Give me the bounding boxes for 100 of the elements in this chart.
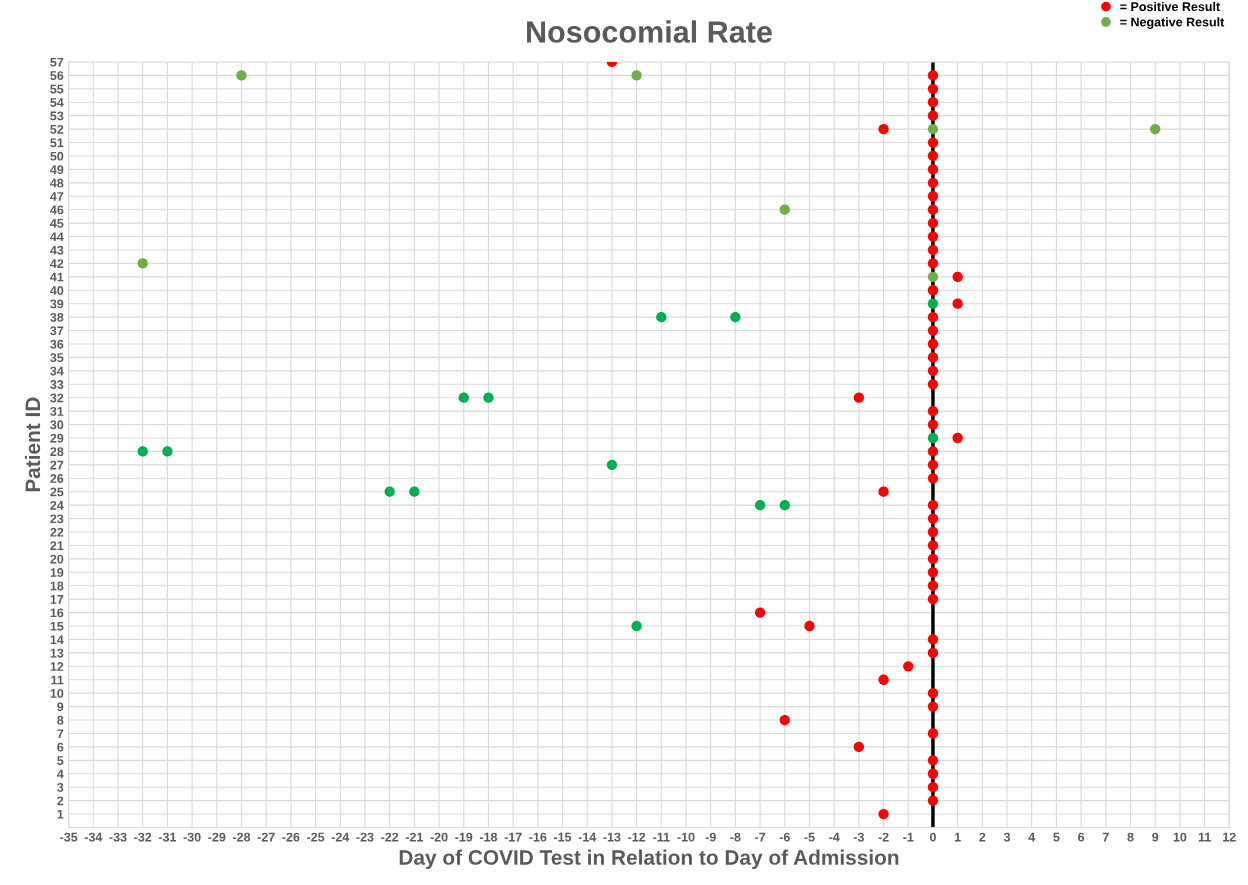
- y-tick-label: 18: [50, 581, 64, 591]
- x-tick-label: -9: [705, 832, 716, 842]
- point: [927, 271, 939, 282]
- x-tick-label: -20: [430, 832, 448, 842]
- chart-title: Nosocomial Rate: [527, 20, 772, 43]
- y-tick-label: 48: [50, 178, 64, 188]
- x-tick-label: 3: [1003, 832, 1011, 842]
- x-tick-label: 4: [1028, 832, 1036, 842]
- x-tick-label: -24: [331, 832, 350, 842]
- x-tick-label: -4: [829, 832, 840, 842]
- point: [927, 540, 939, 551]
- y-tick-label: 33: [50, 380, 64, 389]
- y-tick-label: 54: [50, 98, 64, 107]
- x-tick-label: -32: [134, 832, 152, 842]
- point: [927, 701, 939, 712]
- y-tick-label: 42: [50, 259, 64, 268]
- y-tick-label: 10: [50, 688, 64, 698]
- y-tick-label: 26: [50, 474, 64, 483]
- x-tick-label: 10: [1173, 832, 1187, 842]
- legend-label: = Positive Result: [1120, 1, 1220, 12]
- y-tick-label: 25: [50, 487, 64, 497]
- x-tick-label: -3: [853, 832, 864, 842]
- point: [804, 620, 815, 632]
- x-tick-label: -17: [504, 832, 522, 842]
- point: [927, 97, 939, 108]
- y-tick-label: 27: [50, 460, 64, 470]
- point: [927, 365, 939, 376]
- y-tick-label: 16: [50, 608, 64, 618]
- y-tick-label: 24: [50, 500, 64, 510]
- x-tick-label: -22: [381, 832, 399, 842]
- point: [927, 647, 939, 659]
- point: [927, 123, 939, 135]
- x-tick-label: 12: [1223, 832, 1236, 842]
- point: [927, 325, 939, 336]
- y-tick-label: 44: [50, 232, 64, 242]
- point: [927, 432, 939, 444]
- y-tick-label: 21: [50, 541, 64, 550]
- x-tick-label: 7: [1102, 832, 1109, 842]
- x-tick-label: -33: [109, 832, 127, 842]
- y-tick-label: 17: [50, 595, 64, 604]
- y-tick-label: 15: [50, 621, 64, 631]
- y-tick-label: 56: [50, 71, 64, 81]
- y-tick-label: 4: [57, 769, 64, 779]
- x-tick-label: -12: [628, 832, 646, 842]
- y-tick-label: 5: [57, 756, 64, 765]
- x-tick-label: -5: [804, 832, 815, 842]
- x-tick-label: -19: [455, 832, 473, 842]
- point: [236, 70, 247, 81]
- point: [927, 513, 939, 524]
- legend-label: = Negative Result: [1120, 17, 1225, 29]
- y-tick-label: 46: [50, 205, 64, 215]
- point: [137, 446, 148, 457]
- y-tick-label: 22: [50, 527, 64, 537]
- x-tick-label: 1: [954, 832, 961, 842]
- point: [927, 191, 939, 202]
- x-tick-label: 8: [1127, 832, 1134, 842]
- point: [952, 271, 963, 282]
- point: [927, 688, 939, 699]
- y-tick-label: 32: [50, 393, 64, 403]
- x-tick-label: -26: [282, 832, 300, 842]
- x-axis-title: Day of COVID Test in Relation to Day of Admission: [399, 849, 899, 869]
- x-tick-label: 9: [1152, 832, 1159, 842]
- x-tick-label: -23: [356, 832, 374, 842]
- point: [927, 311, 939, 323]
- x-tick-label: -15: [553, 832, 572, 842]
- point: [754, 607, 766, 618]
- point: [878, 808, 889, 820]
- y-tick-label: 11: [51, 675, 64, 685]
- point: [656, 311, 667, 323]
- point: [927, 419, 939, 430]
- point: [779, 204, 790, 215]
- point: [631, 70, 642, 81]
- y-tick-label: 12: [50, 662, 64, 671]
- y-tick-label: 1: [57, 809, 64, 819]
- x-tick-label: -13: [603, 832, 621, 842]
- y-tick-label: 14: [50, 635, 64, 644]
- x-tick-label: -11: [653, 832, 670, 842]
- x-tick-label: -30: [183, 832, 201, 842]
- x-tick-label: 11: [1198, 832, 1211, 842]
- point: [927, 526, 939, 538]
- point: [927, 500, 939, 511]
- point: [927, 137, 939, 148]
- point: [927, 553, 939, 565]
- y-tick-label: 43: [50, 245, 64, 255]
- point: [927, 285, 939, 296]
- point: [927, 244, 939, 256]
- point: [631, 620, 642, 632]
- point: [927, 352, 939, 363]
- y-tick-label: 49: [50, 165, 64, 175]
- point: [927, 83, 939, 94]
- point: [927, 594, 939, 605]
- x-tick-label: -29: [208, 832, 226, 842]
- point: [927, 217, 939, 229]
- point: [927, 177, 939, 188]
- x-tick-label: -27: [257, 832, 275, 842]
- y-tick-label: 57: [50, 57, 64, 67]
- point: [927, 110, 939, 121]
- y-tick-label: 41: [50, 272, 64, 282]
- point: [927, 231, 939, 242]
- point: [137, 258, 148, 269]
